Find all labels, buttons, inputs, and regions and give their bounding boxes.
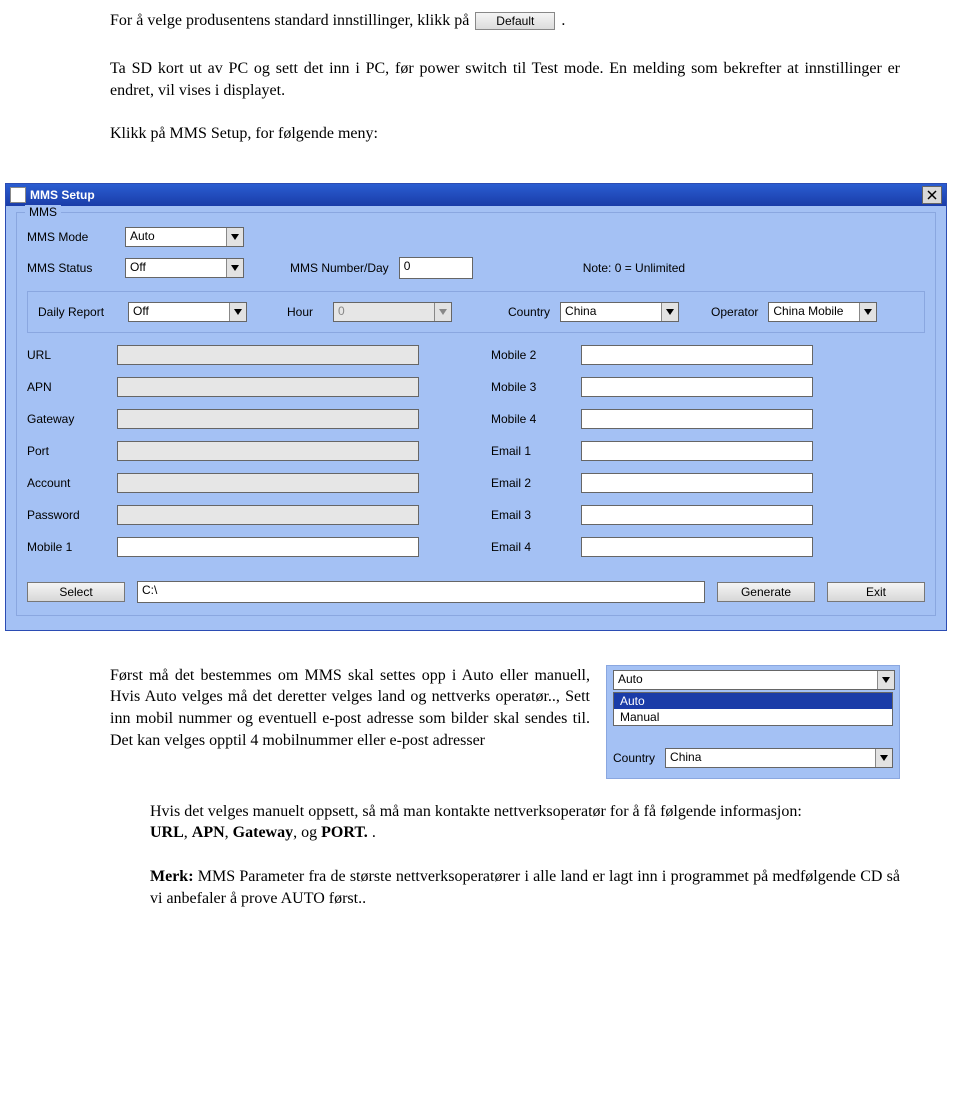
after-apn: APN [192, 824, 225, 841]
mobile2-input[interactable] [581, 345, 813, 365]
account-input[interactable] [117, 473, 419, 493]
country-value: China [561, 303, 661, 321]
field-grid: URL Mobile 2 APN Mobile 3 Gateway Mobile… [27, 345, 925, 557]
mms-status-label: MMS Status [27, 261, 115, 275]
chevron-down-icon [875, 749, 892, 767]
mms-note: Note: 0 = Unlimited [583, 261, 685, 275]
mobile3-input[interactable] [581, 377, 813, 397]
mode-option-manual[interactable]: Manual [614, 709, 892, 725]
mobile4-label: Mobile 4 [491, 412, 571, 426]
default-button[interactable]: Default [475, 12, 555, 30]
operator-label: Operator [711, 305, 758, 319]
select-button[interactable]: Select [27, 582, 125, 602]
daily-report-value: Off [129, 303, 229, 321]
mobile4-input[interactable] [581, 409, 813, 429]
mobile2-label: Mobile 2 [491, 348, 571, 362]
mode-snippet-panel: Auto Auto Manual Country China [606, 665, 900, 779]
mode-combo-snippet[interactable]: Auto [613, 670, 895, 690]
hour-value: 0 [334, 303, 434, 321]
country-label: Country [508, 305, 550, 319]
password-label: Password [27, 508, 107, 522]
path-input[interactable]: C:\ [137, 581, 705, 603]
apn-label: APN [27, 380, 107, 394]
email2-label: Email 2 [491, 476, 571, 490]
email3-input[interactable] [581, 505, 813, 525]
hour-combo: 0 [333, 302, 452, 322]
port-input[interactable] [117, 441, 419, 461]
after-merk: Merk: [150, 868, 194, 885]
mms-mode-label: MMS Mode [27, 230, 115, 244]
chevron-down-icon [226, 228, 243, 246]
mode-option-auto[interactable]: Auto [614, 693, 892, 709]
chevron-down-icon [229, 303, 246, 321]
email2-input[interactable] [581, 473, 813, 493]
email1-input[interactable] [581, 441, 813, 461]
mms-status-value: Off [126, 259, 226, 277]
after-p2: URL, APN, Gateway, og PORT. . [150, 822, 900, 844]
window-icon [10, 187, 26, 203]
url-label: URL [27, 348, 107, 362]
exit-button[interactable]: Exit [827, 582, 925, 602]
after-url: URL [150, 824, 184, 841]
mode-dropdown-list[interactable]: Auto Manual [613, 692, 893, 726]
generate-button[interactable]: Generate [717, 582, 815, 602]
after-gateway: Gateway [233, 824, 293, 841]
after-port: PORT. [321, 824, 368, 841]
intro-text-1a: For å velge produsentens standard innsti… [110, 12, 469, 30]
snippet-paragraph: Først må det bestemmes om MMS skal sette… [110, 665, 590, 751]
mobile1-input[interactable] [117, 537, 419, 557]
country-combo[interactable]: China [560, 302, 679, 322]
window-title: MMS Setup [30, 188, 95, 202]
email4-label: Email 4 [491, 540, 571, 554]
mms-numday-label: MMS Number/Day [290, 261, 389, 275]
subframe-daily: Daily Report Off Hour 0 Country China [27, 291, 925, 333]
chevron-down-icon [661, 303, 678, 321]
gateway-input[interactable] [117, 409, 419, 429]
close-icon [927, 190, 937, 200]
operator-value: China Mobile [769, 303, 859, 321]
mms-mode-value: Auto [126, 228, 226, 246]
snippet-country-combo[interactable]: China [665, 748, 893, 768]
chevron-down-icon [859, 303, 876, 321]
mobile1-label: Mobile 1 [27, 540, 107, 554]
bottom-row: Select C:\ Generate Exit [27, 581, 925, 603]
intro-para-3: Klikk på MMS Setup, for følgende meny: [110, 123, 900, 145]
mobile3-label: Mobile 3 [491, 380, 571, 394]
intro-text-1b: . [561, 12, 565, 30]
intro-line-1: For å velge produsentens standard innsti… [110, 12, 900, 30]
titlebar: MMS Setup [6, 184, 946, 206]
after-p1: Hvis det velges manuelt oppsett, så må m… [150, 801, 900, 823]
gateway-label: Gateway [27, 412, 107, 426]
mode-combo-value: Auto [614, 671, 877, 689]
email1-label: Email 1 [491, 444, 571, 458]
email4-input[interactable] [581, 537, 813, 557]
mms-status-combo[interactable]: Off [125, 258, 244, 278]
after-p3: Merk: MMS Parameter fra de største nettv… [150, 866, 900, 909]
daily-report-label: Daily Report [38, 305, 118, 319]
mms-mode-combo[interactable]: Auto [125, 227, 244, 247]
chevron-down-icon [877, 671, 894, 689]
mms-numday-input[interactable]: 0 [399, 257, 473, 279]
chevron-down-icon [434, 303, 451, 321]
email3-label: Email 3 [491, 508, 571, 522]
port-label: Port [27, 444, 107, 458]
operator-combo[interactable]: China Mobile [768, 302, 877, 322]
mms-groupbox: MMS MMS Mode Auto MMS Status Off [16, 212, 936, 616]
snippet-country-value: China [666, 749, 875, 767]
password-input[interactable] [117, 505, 419, 525]
close-button[interactable] [922, 186, 942, 204]
daily-report-combo[interactable]: Off [128, 302, 247, 322]
mms-setup-window: MMS Setup MMS MMS Mode Auto [5, 183, 947, 631]
account-label: Account [27, 476, 107, 490]
snippet-country-label: Country [613, 751, 655, 765]
intro-para-2: Ta SD kort ut av PC og sett det inn i PC… [110, 58, 900, 101]
url-input[interactable] [117, 345, 419, 365]
hour-label: Hour [287, 305, 323, 319]
apn-input[interactable] [117, 377, 419, 397]
chevron-down-icon [226, 259, 243, 277]
group-title: MMS [25, 205, 61, 219]
